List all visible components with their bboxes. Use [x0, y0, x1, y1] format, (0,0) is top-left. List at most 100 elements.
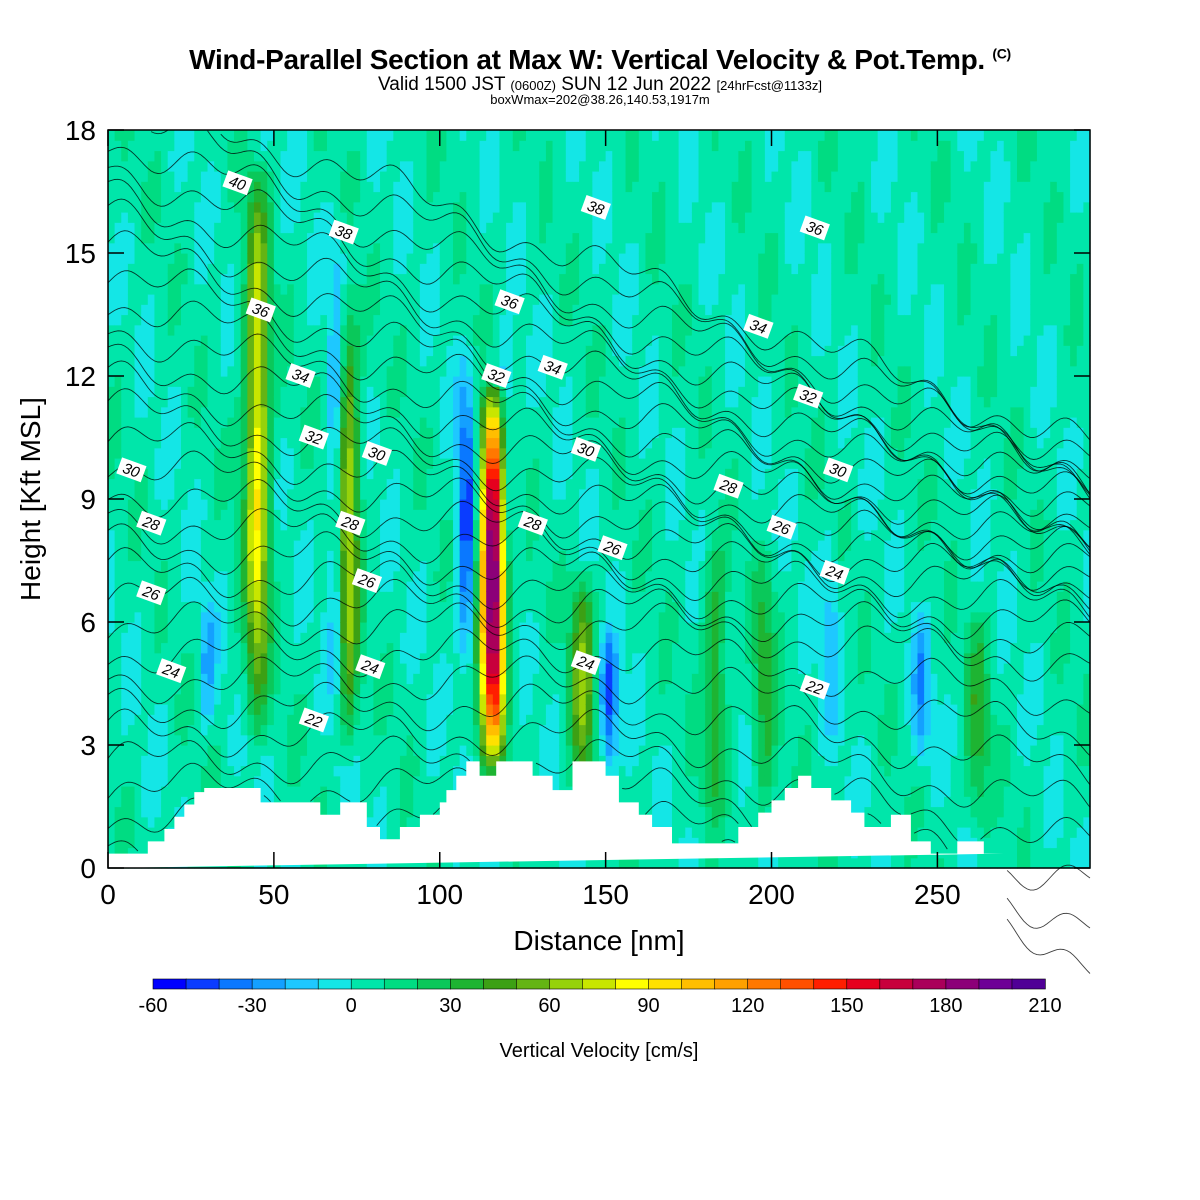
velocity-cell — [539, 201, 547, 213]
velocity-cell — [539, 181, 547, 193]
velocity-cell — [108, 386, 116, 398]
velocity-cell — [526, 724, 534, 736]
velocity-cell — [492, 652, 501, 664]
velocity-cell — [161, 345, 169, 357]
velocity-cell — [187, 704, 195, 715]
velocity-cell — [532, 181, 540, 193]
velocity-cell — [293, 314, 302, 326]
velocity-cell — [161, 560, 169, 572]
velocity-cell — [486, 683, 494, 695]
velocity-cell — [559, 529, 567, 541]
velocity-cell — [300, 775, 308, 787]
velocity-cell — [260, 458, 268, 469]
velocity-cell — [253, 130, 262, 141]
velocity-cell — [512, 242, 520, 254]
velocity-cell — [453, 222, 461, 234]
velocity-cell — [108, 847, 116, 859]
velocity-cell — [426, 786, 434, 797]
velocity-cell — [114, 724, 122, 736]
velocity-cell — [499, 560, 507, 572]
velocity-cell — [419, 201, 428, 213]
velocity-cell — [426, 314, 434, 326]
velocity-cell — [161, 652, 169, 664]
velocity-cell — [466, 365, 474, 377]
velocity-cell — [207, 191, 215, 203]
velocity-cell — [439, 417, 447, 428]
velocity-cell — [127, 611, 136, 623]
velocity-cell — [512, 447, 520, 459]
velocity-cell — [453, 652, 461, 664]
velocity-cell — [399, 765, 408, 777]
velocity-cell — [439, 253, 447, 264]
velocity-cell — [108, 601, 116, 613]
velocity-cell — [545, 611, 554, 623]
velocity-cell — [380, 714, 388, 726]
velocity-cell — [220, 642, 229, 654]
velocity-cell — [167, 283, 175, 295]
velocity-cell — [114, 478, 122, 490]
velocity-cell — [346, 417, 355, 428]
velocity-cell — [134, 827, 142, 838]
velocity-cell — [260, 242, 268, 254]
velocity-cell — [194, 294, 202, 305]
velocity-cell — [446, 509, 454, 521]
velocity-cell — [539, 550, 547, 562]
velocity-cell — [167, 601, 175, 613]
velocity-cell — [373, 314, 381, 326]
velocity-cell — [532, 591, 540, 603]
velocity-cell — [506, 417, 514, 428]
velocity-cell — [340, 745, 348, 756]
velocity-cell — [519, 365, 527, 377]
velocity-cell — [253, 253, 262, 264]
velocity-cell — [307, 786, 315, 797]
velocity-cell — [200, 314, 209, 326]
velocity-cell — [121, 427, 129, 439]
velocity-cell — [453, 560, 461, 572]
velocity-cell — [492, 581, 501, 592]
velocity-cell — [220, 652, 229, 664]
velocity-cell — [214, 191, 222, 203]
velocity-cell — [280, 468, 288, 480]
velocity-cell — [506, 468, 514, 480]
velocity-cell — [459, 232, 467, 244]
velocity-cell — [519, 488, 527, 500]
velocity-cell — [446, 242, 454, 254]
velocity-cell — [545, 273, 554, 285]
velocity-cell — [134, 724, 142, 736]
velocity-cell — [227, 365, 235, 377]
velocity-cell — [366, 478, 375, 490]
velocity-cell — [220, 488, 229, 500]
velocity-cell — [214, 263, 222, 275]
velocity-cell — [127, 335, 136, 346]
velocity-cell — [506, 458, 514, 469]
velocity-cell — [114, 458, 122, 469]
velocity-cell — [287, 406, 295, 418]
velocity-cell — [552, 693, 560, 705]
velocity-cell — [108, 745, 116, 756]
velocity-cell — [419, 560, 428, 572]
velocity-cell — [194, 447, 202, 459]
velocity-cell — [545, 437, 554, 449]
velocity-cell — [366, 222, 375, 234]
velocity-cell — [479, 550, 487, 562]
velocity-cell — [293, 663, 302, 674]
velocity-cell — [273, 396, 282, 408]
velocity-cell — [180, 171, 189, 182]
velocity-cell — [260, 519, 268, 531]
velocity-cell — [433, 171, 441, 182]
velocity-cell — [247, 263, 255, 275]
velocity-cell — [472, 283, 481, 295]
velocity-cell — [399, 447, 408, 459]
velocity-cell — [552, 140, 560, 152]
velocity-cell — [287, 396, 295, 408]
velocity-cell — [506, 519, 514, 531]
velocity-cell — [519, 673, 527, 685]
velocity-cell — [307, 478, 315, 490]
velocity-cell — [154, 745, 162, 756]
velocity-cell — [393, 447, 401, 459]
velocity-cell — [293, 581, 302, 592]
velocity-cell — [300, 519, 308, 531]
velocity-cell — [127, 765, 136, 777]
velocity-cell — [519, 314, 527, 326]
velocity-cell — [545, 622, 554, 633]
